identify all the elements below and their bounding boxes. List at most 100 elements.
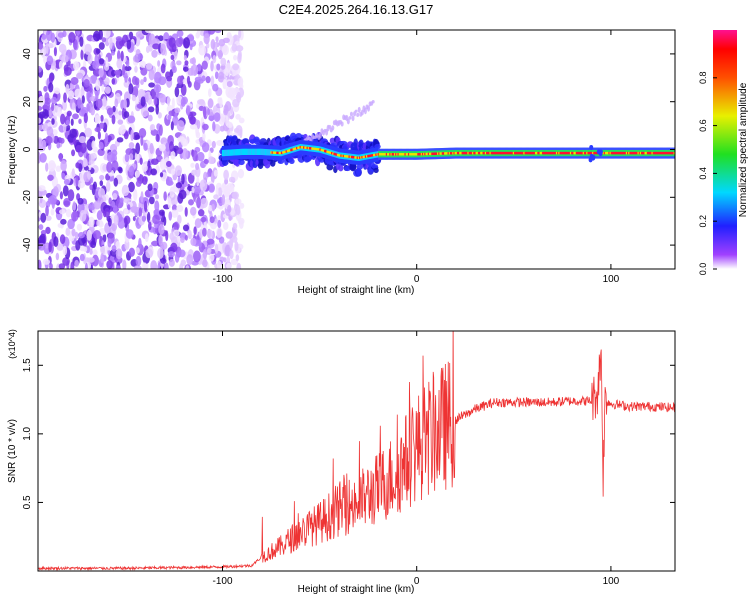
spectrogram-noise-cell: [87, 53, 93, 65]
spectrogram-peak: [430, 152, 432, 156]
spectrogram-ytick-label: 0: [22, 146, 33, 152]
spectrogram-peak: [425, 152, 428, 156]
spectrogram-peak: [537, 151, 540, 155]
spectrogram-noise-cell: [98, 42, 105, 50]
spectrogram-peak: [635, 151, 637, 155]
spectrogram-noise-cell: [186, 75, 191, 85]
spectrogram-noise-cell: [148, 221, 152, 231]
spectrogram-peak: [479, 151, 481, 155]
spectrogram-peak: [403, 153, 406, 156]
spectrogram-signal-cell: [363, 107, 367, 115]
spectrogram-noise-cell: [123, 131, 129, 140]
spectrogram-noise-cell: [238, 219, 244, 230]
spectrogram-peak: [560, 151, 563, 155]
spectrogram-noise-cell: [38, 123, 44, 131]
spectrogram-peak: [610, 151, 613, 155]
spectrogram-peak: [383, 153, 386, 156]
spectrogram-noise-cell: [171, 199, 176, 206]
spectrogram-signal-cell: [371, 99, 375, 104]
spectrogram-peak: [465, 151, 467, 155]
spectrogram-noise-cell: [149, 142, 154, 155]
spectrogram-noise-cell: [201, 142, 210, 153]
spectrogram-noise-cell: [76, 223, 82, 231]
spectrogram-noise-cell: [79, 36, 84, 47]
spectrogram-noise-cell: [129, 165, 135, 176]
spectrogram-peak: [293, 147, 296, 151]
spectrogram-noise-cell: [164, 262, 169, 269]
spectrogram-noise-cell: [214, 71, 219, 80]
spectrogram-noise-cell: [91, 254, 99, 267]
spectrogram-noise-cell: [168, 211, 173, 221]
spectrogram-peak: [587, 151, 590, 155]
spectrogram-noise-cell: [208, 253, 215, 262]
spectrogram-noise-cell: [210, 60, 214, 72]
spectrogram-noise-cell: [217, 219, 222, 229]
spectrogram-peak: [352, 155, 354, 159]
spectrogram-peak: [382, 153, 385, 156]
spectrogram-noise-cell: [53, 87, 61, 95]
spectrogram-noise-cell: [83, 112, 88, 124]
spectrogram-peak: [665, 151, 668, 155]
spectrogram-noise-cell: [123, 215, 131, 225]
spectrogram-peak: [613, 151, 615, 155]
spectrogram-peak: [585, 151, 587, 155]
spectrogram-peak: [437, 152, 439, 155]
spectrogram-noise-cell: [176, 120, 185, 132]
spectrogram-peak: [434, 152, 437, 155]
spectrogram-peak: [496, 151, 499, 155]
spectrogram-peak: [579, 151, 582, 155]
spectrogram-peak: [367, 154, 369, 158]
spectrogram-noise-cell: [83, 246, 88, 253]
spectrogram-peak: [439, 152, 442, 155]
colorbar-tick-label: 0.0: [698, 263, 708, 276]
spectrogram-peak: [291, 148, 294, 151]
spectrogram-noise-cell: [62, 245, 68, 256]
spectrogram-noise-cell: [196, 99, 205, 105]
spectrogram-noise-cell: [150, 168, 158, 176]
spectrogram-noise-cell: [180, 97, 186, 107]
spectrogram-peak: [532, 151, 535, 155]
spectrogram-noise-cell: [88, 202, 96, 211]
spectrogram-core: [231, 149, 234, 156]
spectrogram-peak: [495, 151, 498, 155]
spectrogram-peak: [328, 151, 331, 154]
spectrogram-peak: [530, 151, 533, 155]
spectrogram-noise-cell: [189, 116, 196, 125]
spectrogram-noise-cell: [189, 123, 197, 130]
spectrogram-noise-cell: [130, 129, 134, 141]
spectrogram-peak: [334, 153, 337, 156]
spectrogram-noise-cell: [79, 209, 87, 222]
spectrogram-peak: [484, 151, 487, 155]
spectrogram-noise-cell: [206, 238, 215, 245]
spectrogram-peak: [350, 155, 353, 159]
spectrogram-noise-cell: [117, 119, 124, 125]
spectrogram-ytick-label: 20: [22, 96, 33, 108]
spectrogram-noise-cell: [95, 90, 99, 101]
spectrogram-peak: [392, 153, 395, 156]
spectrogram-noise-cell: [213, 194, 219, 200]
spectrogram-noise-cell: [212, 83, 219, 92]
spectrogram-core: [244, 148, 246, 155]
spectrogram-peak: [406, 153, 409, 156]
spectrogram-peak: [296, 146, 298, 150]
spectrogram-peak: [527, 151, 530, 155]
spectrogram-noise-cell: [213, 169, 218, 177]
spectrogram-noise-cell: [176, 60, 182, 66]
spectrogram-noise-cell: [128, 181, 135, 193]
spectrogram-noise-cell: [88, 216, 95, 228]
spectrogram-noise-cell: [89, 184, 93, 191]
spectrogram-peak: [346, 155, 348, 158]
spectrogram-noise-cell: [105, 180, 111, 192]
spectrogram-ytick-label: -20: [22, 190, 33, 205]
spectrogram-noise-cell: [226, 34, 234, 46]
spectrogram-noise-cell: [92, 249, 98, 257]
spectrogram-noise-cell: [235, 254, 240, 262]
spectrogram-peak: [483, 151, 486, 155]
spectrogram-noise-cell: [197, 151, 205, 162]
spectrogram-noise-cell: [193, 184, 202, 195]
spectrogram-peak: [536, 151, 538, 155]
spectrogram-noise-cell: [127, 204, 131, 210]
spectrogram-noise-cell: [158, 234, 163, 246]
spectrogram-noise-cell: [189, 42, 193, 51]
